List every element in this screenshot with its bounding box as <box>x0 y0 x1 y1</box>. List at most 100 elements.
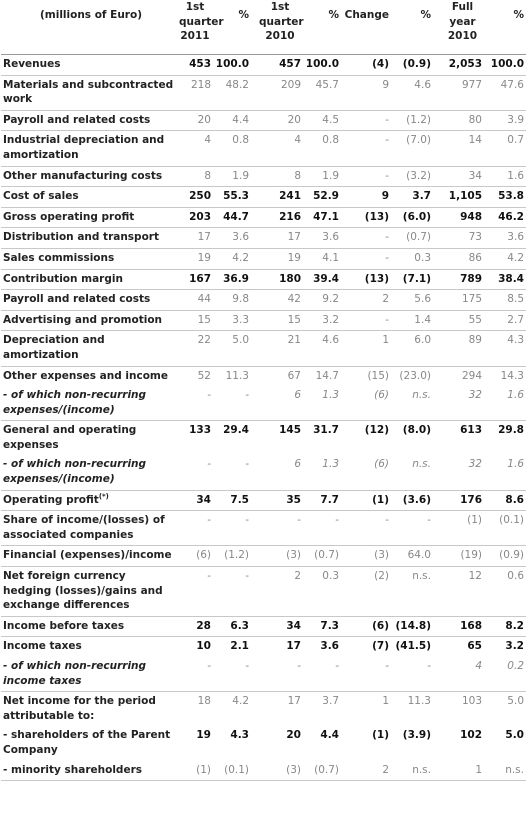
row-label: - minority shareholders <box>1 760 177 782</box>
row-label-text: Other manufacturing costs <box>3 169 163 182</box>
cell-pct-2: 1.3 <box>303 386 341 422</box>
cell-change: (7) <box>372 640 389 653</box>
cell-pct-1: (0.1) <box>213 760 251 782</box>
cell-pct-1: 0.8 <box>213 130 251 167</box>
table-row: Advertising and promotion 15 3.3 15 3.2-1.4 5… <box>1 310 526 332</box>
cell-q1-2011: - <box>177 386 213 422</box>
table-row: - of which non-recurring income taxes - - -… <box>1 657 526 693</box>
cell-pct-4: 3.6 <box>484 227 526 249</box>
cell-change: 2 <box>341 760 391 782</box>
row-label-text: Materials and subcontracted work <box>3 78 174 106</box>
cell-q1-2010: 67 <box>287 369 301 382</box>
cell-pct-4: 1.6 <box>484 386 526 422</box>
cell-pct-2: 45.7 <box>303 75 341 111</box>
cell-fy-2010: 89 <box>433 330 484 367</box>
header-pct-4: % <box>484 0 526 55</box>
row-label: Distribution and transport <box>1 227 177 249</box>
cell-q1-2010: 35 <box>251 490 303 512</box>
cell-pct-4: 8.2 <box>484 616 526 638</box>
cell-change: (13) <box>341 207 391 229</box>
cell-pct-1: 3.3 <box>213 310 251 332</box>
table-row: Operating profit(*) 34 7.5 35 7.7 (1) (3.6) 176… <box>1 490 526 512</box>
cell-fy-2010: 2,053 <box>433 54 484 76</box>
table-row: Payroll and related costs 20 4.4 20 4.5- (1.2… <box>1 110 526 132</box>
row-label-text: - of which non-recurring expenses/(incom… <box>3 389 147 416</box>
cell-pct-4: 0.2 <box>484 657 526 693</box>
cell-pct-2: 3.6 <box>303 227 341 249</box>
cell-pct-1: - <box>213 657 251 693</box>
cell-pct-4: 0.7 <box>484 130 526 167</box>
cell-pct-1: (1.2) <box>213 545 251 568</box>
row-label: Advertising and promotion <box>1 310 177 332</box>
row-label: - of which non-recurring expenses/(incom… <box>1 386 177 422</box>
income-statement-table: (millions of Euro) 1st quarter 2011 % 1s… <box>1 0 526 782</box>
cell-fy-2010: (1) <box>433 510 484 547</box>
cell-pct-2: (0.7) <box>303 760 341 782</box>
cell-pct-3: (1.2) <box>391 110 433 132</box>
table-row: Contribution margin 167 36.9 180 39.4 (13) (7.… <box>1 269 526 291</box>
cell-change: (6) <box>341 616 391 638</box>
cell-pct-4: 2.7 <box>484 310 526 332</box>
cell-pct-2: 3.2 <box>303 310 341 332</box>
row-label-text: Sales commissions <box>3 251 115 264</box>
cell-fy-2010: 103 <box>461 695 482 708</box>
cell-change: 2 <box>341 289 391 311</box>
cell-pct-2: 100.0 <box>303 54 341 76</box>
cell-pct-3: - <box>391 657 433 693</box>
cell-pct-1: - <box>213 455 251 491</box>
row-label-text: Industrial depreciation and amortization <box>3 134 165 161</box>
row-label: Income before taxes <box>1 616 177 638</box>
cell-pct-2: 3.6 <box>320 640 339 653</box>
cell-pct-3: n.s. <box>391 386 433 422</box>
cell-pct-3: 5.6 <box>391 289 433 311</box>
cell-q1-2011: 15 <box>177 310 213 332</box>
cell-fy-2010: 175 <box>433 289 484 311</box>
cell-pct-2: 52.9 <box>303 186 341 208</box>
cell-pct-2: 4.5 <box>303 110 341 132</box>
row-label: Materials and subcontracted work <box>1 75 177 111</box>
cell-pct-1: 5.0 <box>213 330 251 367</box>
cell-fy-2010: 1,105 <box>433 186 484 208</box>
cell-pct-2: 47.1 <box>303 207 341 229</box>
cell-change: - <box>341 310 391 332</box>
cell-pct-4: 29.8 <box>498 424 524 437</box>
cell-q1-2010: 457 <box>251 54 303 76</box>
cell-fy-2010: 65 <box>467 640 482 653</box>
row-label-text: Net foreign currency hedging (losses)/ga… <box>3 570 163 612</box>
cell-pct-2: 7.3 <box>303 616 341 638</box>
table-row: General and operating expenses 133 29.4 145… <box>1 421 526 456</box>
cell-q1-2011: 44 <box>177 289 213 311</box>
cell-fy-2010: 34 <box>433 166 484 188</box>
cell-pct-1: - <box>213 386 251 422</box>
cell-pct-1: - <box>213 566 251 617</box>
row-label: Payroll and related costs <box>1 289 177 311</box>
header-change: Change <box>341 0 391 55</box>
cell-q1-2010: 34 <box>251 616 303 638</box>
row-label: Payroll and related costs <box>1 110 177 132</box>
cell-pct-2: 7.7 <box>303 490 341 512</box>
cell-pct-3: (6.0) <box>391 207 433 229</box>
cell-q1-2011: 18 <box>197 695 211 708</box>
row-label-text: Other expenses and income <box>3 369 168 382</box>
cell-fy-2010: 977 <box>433 75 484 111</box>
row-label-text: Depreciation and amortization <box>3 334 105 361</box>
table-row: Other manufacturing costs 8 1.9 8 1.9- (3.2) 3… <box>1 166 526 188</box>
cell-change: 9 <box>341 75 391 111</box>
cell-pct-4: 3.2 <box>505 640 524 653</box>
cell-q1-2010: - <box>251 657 303 693</box>
cell-pct-4: 5.0 <box>507 695 524 708</box>
header-row: (millions of Euro) 1st quarter 2011 % 1s… <box>1 0 526 55</box>
row-label-text: - of which non-recurring expenses/(incom… <box>3 458 147 486</box>
table-row: Financial (expenses)/income (6) (1.2) (3) (0… <box>1 545 526 568</box>
cell-pct-3: (41.5) <box>395 640 431 653</box>
row-label-text: Contribution margin <box>3 272 123 285</box>
row-label-text: Income before taxes <box>3 619 125 632</box>
cell-q1-2010: 19 <box>251 248 303 270</box>
row-label-text: Operating profit <box>3 493 99 506</box>
cell-change: - <box>341 227 391 249</box>
cell-fy-2010: 102 <box>460 729 482 742</box>
cell-fy-2010: (19) <box>433 545 484 568</box>
cell-pct-2: - <box>303 657 341 693</box>
cell-pct-4: 0.6 <box>484 566 526 617</box>
cell-change: (6) <box>341 386 391 422</box>
